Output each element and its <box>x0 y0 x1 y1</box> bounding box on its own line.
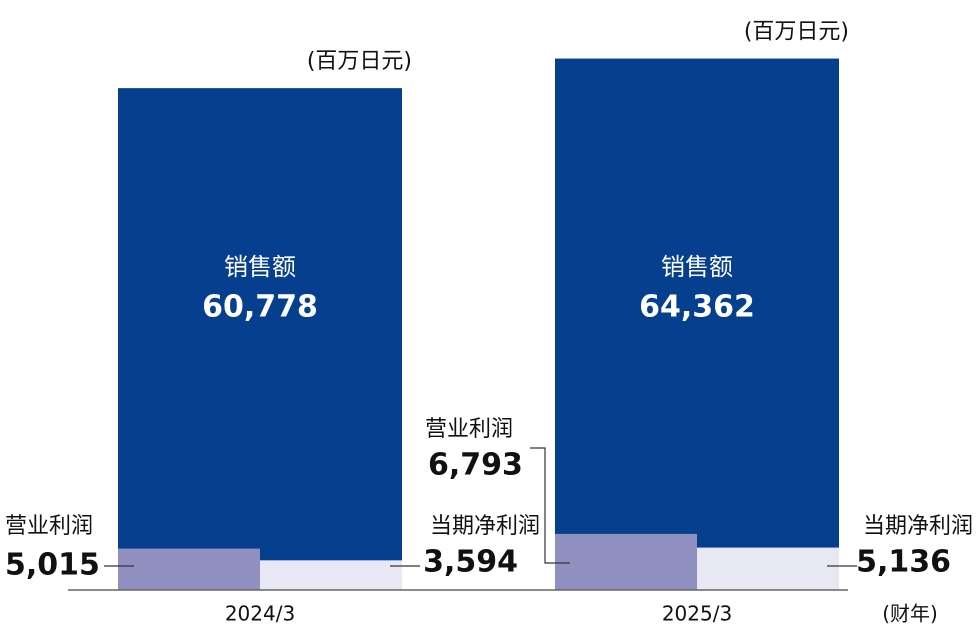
value-label: 5,015 <box>5 548 100 583</box>
x-axis-label: (财年) <box>882 602 938 626</box>
x-tick-label: 2025/3 <box>662 602 732 626</box>
bar <box>555 533 697 590</box>
series-label: 销售额 <box>224 253 296 281</box>
bar <box>555 58 839 590</box>
bar <box>260 560 402 590</box>
series-label: 销售额 <box>661 253 733 281</box>
bar <box>118 88 402 590</box>
value-label: 6,793 <box>428 448 523 483</box>
value-label: 5,136 <box>856 545 951 580</box>
bar <box>697 547 839 590</box>
series-label: 当期净利润 <box>863 514 973 539</box>
unit-label: (百万日元) <box>744 20 849 45</box>
value-label: 3,594 <box>423 545 518 580</box>
bar <box>118 548 260 590</box>
x-tick-label: 2024/3 <box>225 602 295 626</box>
leader-line <box>530 447 570 564</box>
series-label: 营业利润 <box>5 514 93 539</box>
series-label: 营业利润 <box>425 417 513 442</box>
value-label: 64,362 <box>639 290 755 325</box>
unit-label: (百万日元) <box>307 49 412 74</box>
value-label: 60,778 <box>202 290 318 325</box>
series-label: 当期净利润 <box>430 514 540 539</box>
